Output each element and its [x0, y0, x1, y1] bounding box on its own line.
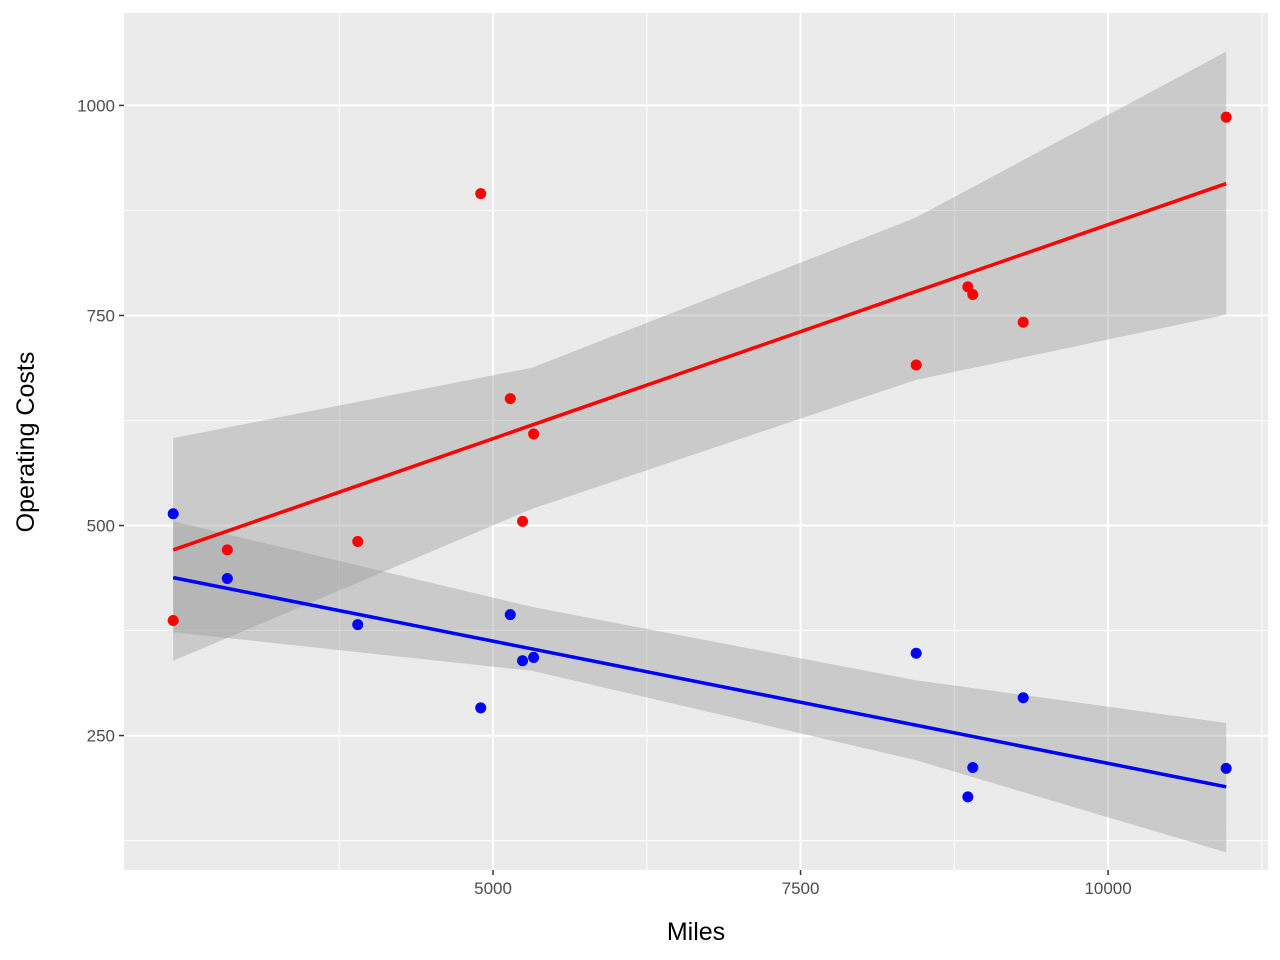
x-axis-title: Miles [667, 918, 725, 946]
red-point [475, 188, 487, 200]
red-point [167, 614, 179, 626]
red-point [352, 535, 364, 547]
blue-point [167, 508, 179, 520]
red-point [221, 544, 233, 556]
blue-point [528, 651, 540, 663]
red-fit-line [172, 181, 1227, 552]
red-point [504, 393, 516, 405]
red-point [528, 428, 540, 440]
y-tick-label: 500 [87, 517, 115, 536]
blue-point [910, 647, 922, 659]
y-tick-label: 750 [87, 306, 115, 325]
blue-point [1220, 762, 1232, 774]
y-tick-label: 1000 [77, 96, 115, 115]
blue-point [517, 655, 529, 667]
x-tick-label: 5000 [474, 879, 512, 898]
y-axis-title: Operating Costs [12, 352, 40, 533]
red-point [1017, 316, 1029, 328]
blue-point [962, 791, 974, 803]
red-point [517, 515, 529, 527]
red-point [910, 359, 922, 371]
major-gridlines [124, 13, 1268, 870]
fit-lines [172, 181, 1227, 789]
blue-point [1017, 692, 1029, 704]
x-tick-label: 10000 [1084, 879, 1131, 898]
red-point [1220, 111, 1232, 123]
axes: 5000 7500 10000 250 500 750 1000 [77, 96, 1132, 898]
red-point [967, 288, 979, 300]
plot-panel [124, 13, 1268, 870]
blue-fit-line [172, 575, 1227, 789]
blue-point [475, 702, 487, 714]
y-tick-label: 250 [87, 727, 115, 746]
blue-confidence-band [173, 521, 1227, 853]
red-confidence-band [173, 51, 1227, 661]
blue-point [221, 572, 233, 584]
blue-point [352, 619, 364, 631]
x-tick-label: 7500 [782, 879, 820, 898]
blue-point [967, 761, 979, 773]
minor-gridlines [124, 13, 1268, 870]
confidence-bands [173, 51, 1227, 853]
data-points [167, 111, 1232, 803]
blue-point [504, 609, 516, 621]
